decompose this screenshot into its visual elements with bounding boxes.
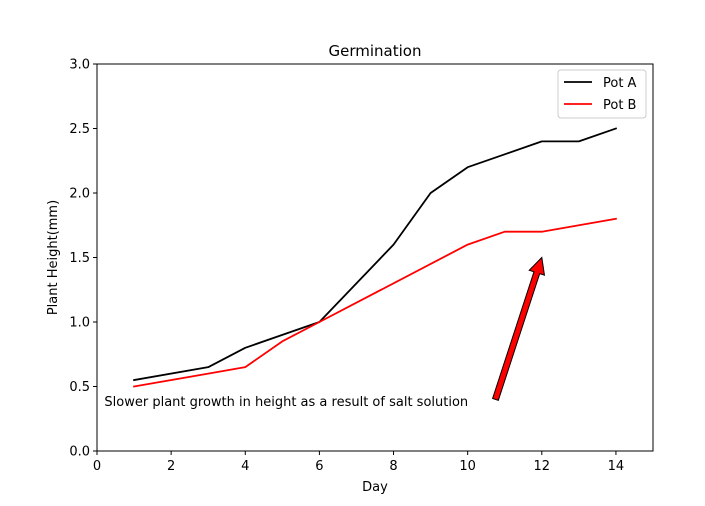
annotation-layer: Slower plant growth in height as a resul… xyxy=(104,256,546,410)
plot-area: Slower plant growth in height as a resul… xyxy=(96,63,654,452)
y-tick-label: 3.0 xyxy=(69,58,90,73)
x-tick-label: 12 xyxy=(534,459,551,474)
chart-title: Germination xyxy=(329,42,422,60)
x-tick-label: 8 xyxy=(389,459,397,474)
legend: Pot A Pot B xyxy=(557,69,647,119)
y-tick-label: 0.0 xyxy=(69,445,90,460)
series-line-pot-a xyxy=(133,127,618,382)
annotation-text: Slower plant growth in height as a resul… xyxy=(104,395,468,410)
y-tick-label: 1.0 xyxy=(69,316,90,331)
series-layer xyxy=(133,127,618,388)
y-axis-label: Plant Height(mm) xyxy=(46,200,61,315)
annotation-arrow xyxy=(491,256,546,401)
y-tick-label: 2.0 xyxy=(69,187,90,202)
axes-frame xyxy=(96,63,654,452)
legend-label: Pot A xyxy=(603,76,637,91)
series-line-pot-b xyxy=(133,217,617,388)
x-tick-label: 14 xyxy=(608,459,625,474)
x-tick-label: 0 xyxy=(93,459,101,474)
x-tick-label: 4 xyxy=(241,459,249,474)
x-axis-label: Day xyxy=(362,480,388,495)
y-tick-label: 1.5 xyxy=(69,251,90,266)
y-axis: 0.0 0.5 1.0 1.5 2.0 2.5 3.0 xyxy=(69,58,97,460)
y-tick-label: 2.5 xyxy=(69,122,90,137)
x-tick-label: 2 xyxy=(167,459,175,474)
x-axis: 0 2 4 6 8 10 12 14 xyxy=(93,451,624,474)
legend-label: Pot B xyxy=(603,98,636,113)
y-tick-label: 0.5 xyxy=(69,380,90,395)
x-tick-label: 6 xyxy=(315,459,323,474)
legend-entries: Pot A Pot B xyxy=(564,76,637,113)
x-tick-label: 10 xyxy=(459,459,476,474)
